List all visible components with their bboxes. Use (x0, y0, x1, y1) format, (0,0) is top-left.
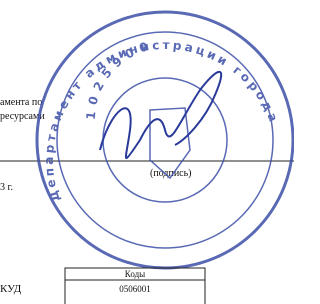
page: {"document": { "lines": ["аментa по", "р… (0, 0, 320, 304)
codes-header: Коды (125, 269, 145, 279)
doc-line: аментa по (0, 97, 42, 108)
stamp: Департамент администрации города 1025900 (37, 12, 293, 268)
doc-line: КУД (0, 283, 22, 295)
stamp-center-ring (103, 78, 227, 202)
document-fragment: аментa по ресурсами (подпись) 3 г. Депар… (0, 0, 294, 304)
codes-value: 0506001 (119, 284, 151, 294)
doc-line: 3 г. (0, 182, 13, 193)
signature (100, 72, 221, 158)
